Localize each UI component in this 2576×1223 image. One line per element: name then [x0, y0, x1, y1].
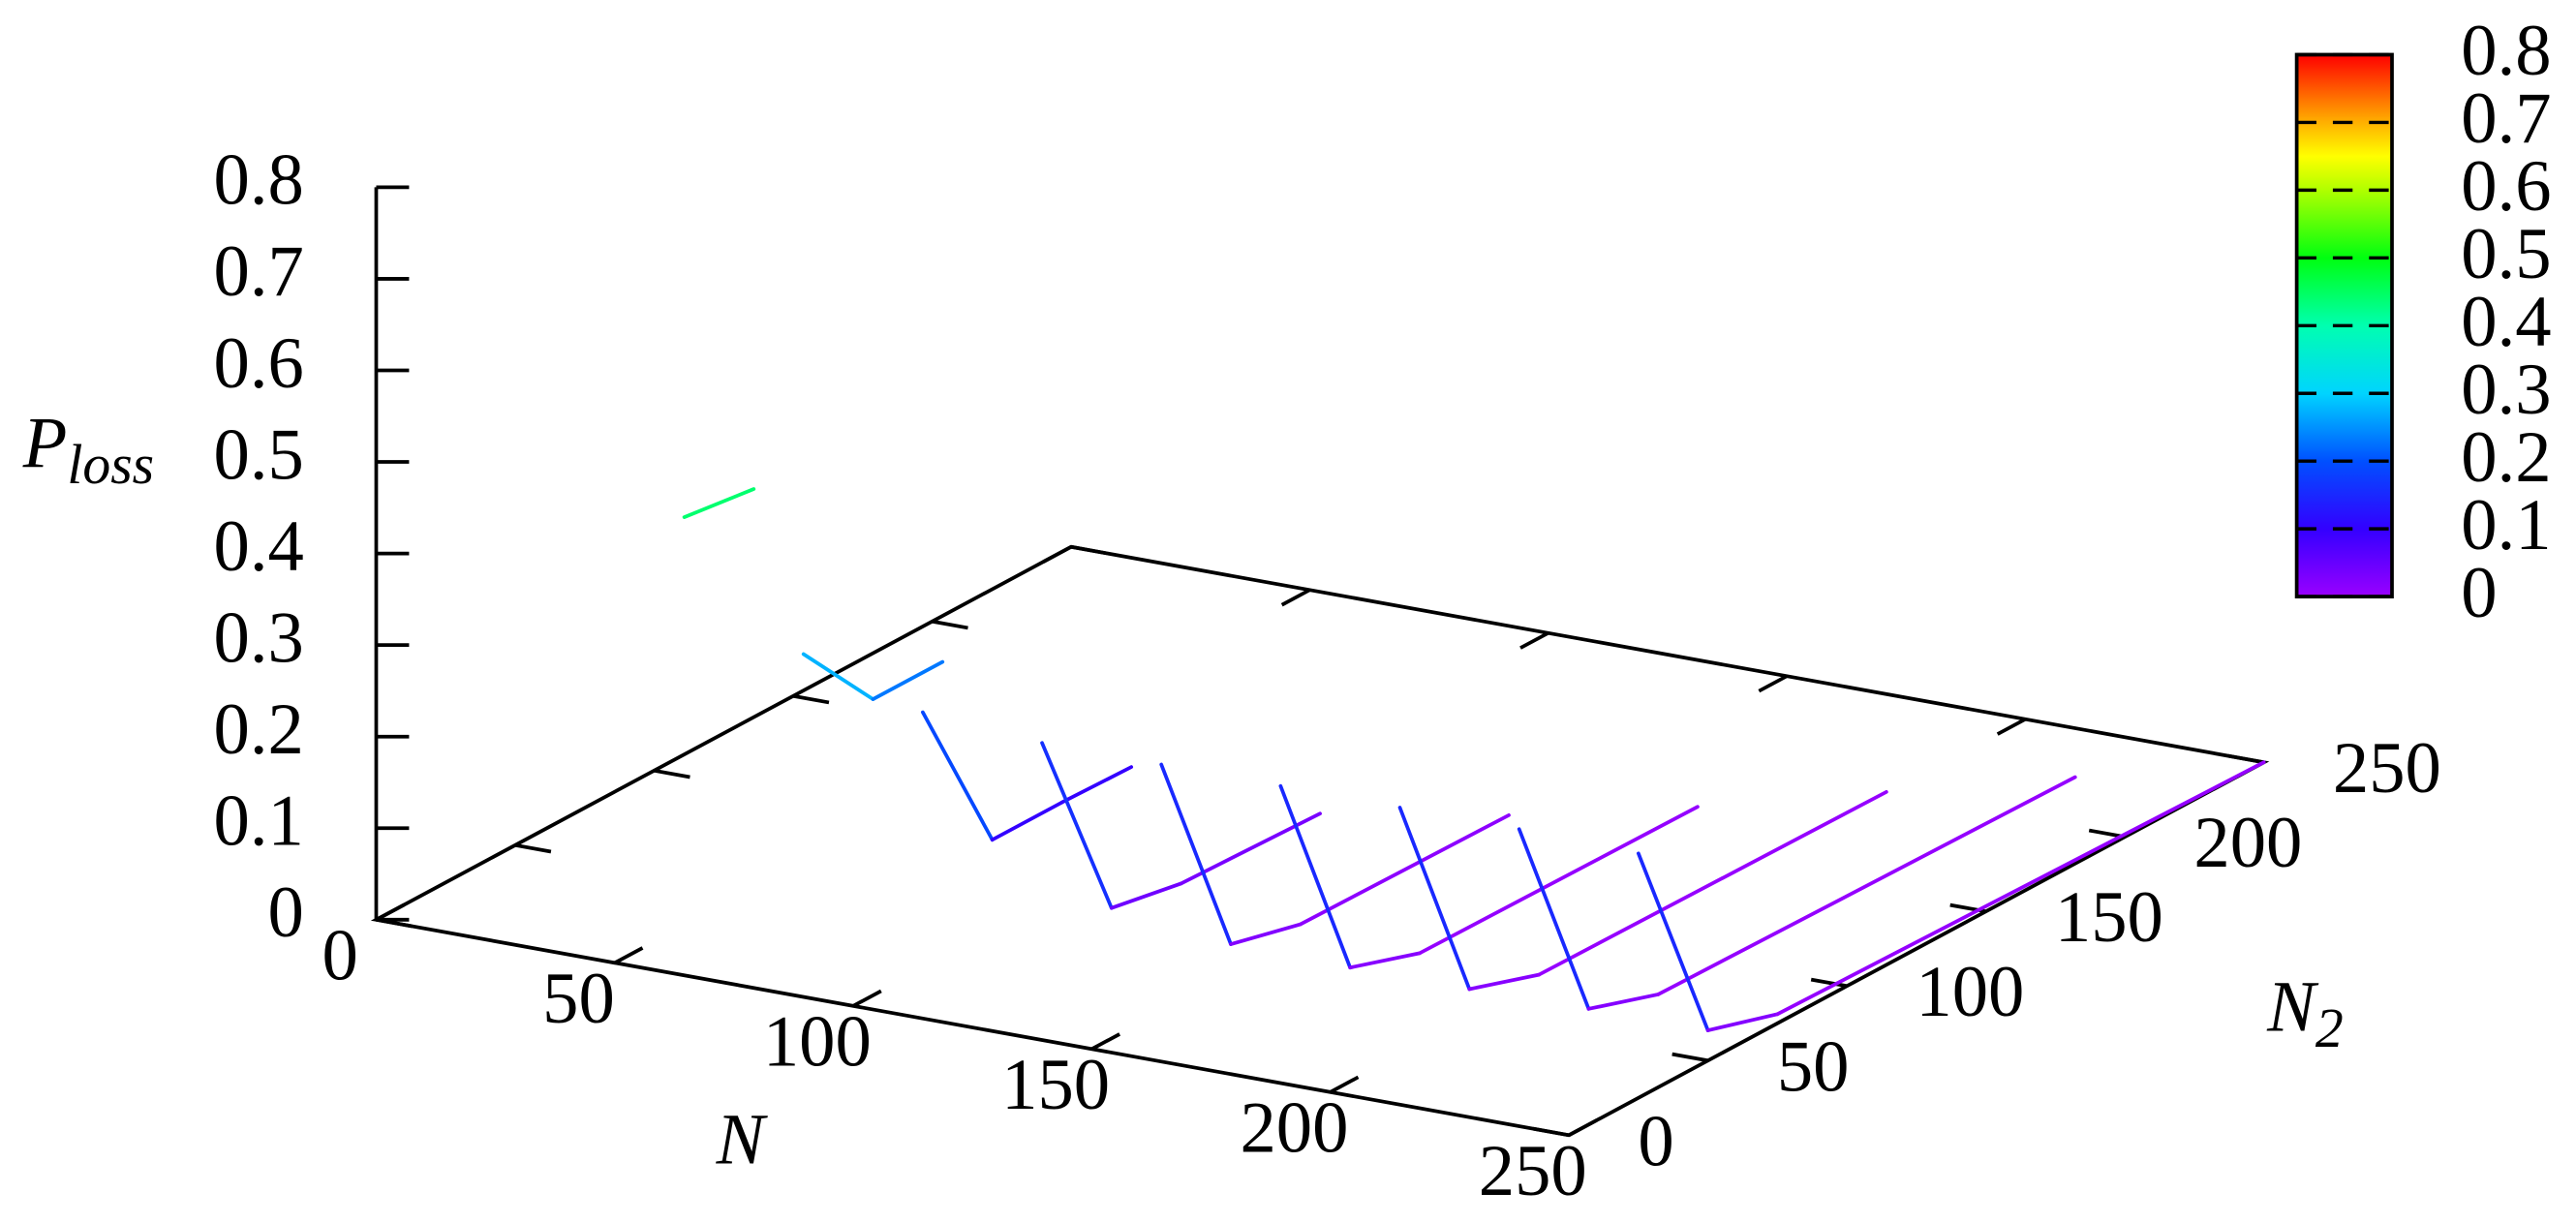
x-tick-mark [1996, 718, 2027, 736]
y-tick-label: 250 [2333, 728, 2441, 809]
x-axis-label: N [716, 1099, 769, 1179]
x-tick-label: 200 [1240, 1087, 1348, 1168]
y-tick-mark [1070, 544, 1108, 556]
surface-segment [1109, 881, 1183, 910]
surface-segment [1397, 806, 1472, 992]
z-tick-label: 0.2 [214, 689, 304, 770]
z-tick-label: 0.1 [214, 780, 304, 861]
colorbox-tick-label: 0.2 [2461, 417, 2551, 498]
surface-segment [1298, 812, 1511, 927]
x-tick-mark [1090, 1032, 1121, 1051]
base-frame [370, 544, 2270, 1138]
y-tick-mark [514, 842, 552, 854]
y-tick-label: 100 [1916, 952, 2024, 1032]
surface-segment [1278, 783, 1352, 970]
x-tick-label: 50 [542, 959, 615, 1039]
y-tick-mark [932, 619, 968, 630]
surface-segment [1656, 775, 2077, 996]
colorbox-tick-label: 0.7 [2461, 78, 2551, 159]
surface-segment [990, 800, 1064, 842]
surface-segment [1040, 741, 1114, 910]
y-axis-label: N2 [2266, 966, 2344, 1059]
z-tick-label: 0 [268, 872, 304, 953]
x-tick-mark [1758, 674, 1788, 693]
surface-segment [1159, 762, 1233, 946]
x-tick-label: 0 [322, 915, 358, 995]
colorbox-tick-label: 0 [2461, 553, 2497, 633]
colorbox-tick-label: 0.4 [2461, 282, 2551, 362]
surface-segment [1537, 789, 1888, 977]
surface-segment [1705, 1012, 1780, 1032]
z-axis-label-main: P [22, 403, 68, 483]
colorbox-tick-label: 0.3 [2461, 350, 2551, 430]
z-tick-label: 0.8 [214, 139, 304, 220]
y-tick-label: 150 [2055, 877, 2163, 958]
y-tick-mark [792, 693, 830, 705]
surface-segment [1348, 951, 1422, 970]
x-tick-label: 250 [1479, 1131, 1587, 1211]
y-tick-mark [1671, 1052, 1708, 1063]
y-tick-label: 50 [1777, 1026, 1850, 1107]
surface-segment [1586, 993, 1661, 1011]
surface-segment [1229, 922, 1303, 946]
colorbox-tick-label: 0.8 [2461, 11, 2551, 91]
colorbox-tick-label: 0.1 [2461, 485, 2551, 566]
x-tick-mark [375, 902, 406, 922]
y-tick-mark [1810, 977, 1848, 989]
z-axis-label-sub: loss [67, 433, 154, 496]
surface-segment [1467, 972, 1541, 992]
surface-segment [1059, 765, 1134, 805]
surface-segment [1636, 851, 1710, 1032]
surface-segment [1775, 760, 2266, 1017]
z-tick-label: 0.5 [214, 414, 304, 495]
x-tick-mark [1329, 1075, 1360, 1094]
x-tick-label: 100 [763, 1001, 872, 1082]
colorbox-tick-label: 0.6 [2461, 146, 2551, 227]
z-axis-label: Ploss [22, 403, 154, 496]
surface-segment [1517, 827, 1591, 1011]
surface-segment [871, 659, 945, 701]
x-tick-mark [613, 946, 644, 964]
z-tick-label: 0.4 [214, 506, 304, 587]
y-tick-mark [2227, 753, 2265, 765]
y-tick-label: 200 [2193, 803, 2302, 883]
z-tick-label: 0.3 [214, 597, 304, 678]
z-tick-label: 0.6 [214, 322, 304, 403]
y-tick-label: 0 [1638, 1101, 1673, 1181]
x-tick-mark [1042, 545, 1072, 564]
x-tick-label: 150 [1001, 1045, 1110, 1125]
y-axis-label-main: N [2266, 966, 2319, 1047]
surface-segment [921, 710, 995, 842]
x-tick-mark [1519, 631, 1549, 650]
x-tick-mark [852, 989, 882, 1008]
y-tick-mark [1532, 1126, 1570, 1138]
colorbox-tick-label: 0.5 [2461, 214, 2551, 294]
x-tick-mark [1568, 1118, 1598, 1137]
y-tick-mark [654, 768, 690, 780]
surface-segment [682, 487, 756, 519]
y-axis-label-sub: 2 [2315, 996, 2344, 1059]
surface-segment [1418, 805, 1700, 956]
z-tick-label: 0.7 [214, 231, 304, 312]
surface-segment [801, 652, 875, 701]
x-tick-mark [1280, 588, 1311, 607]
